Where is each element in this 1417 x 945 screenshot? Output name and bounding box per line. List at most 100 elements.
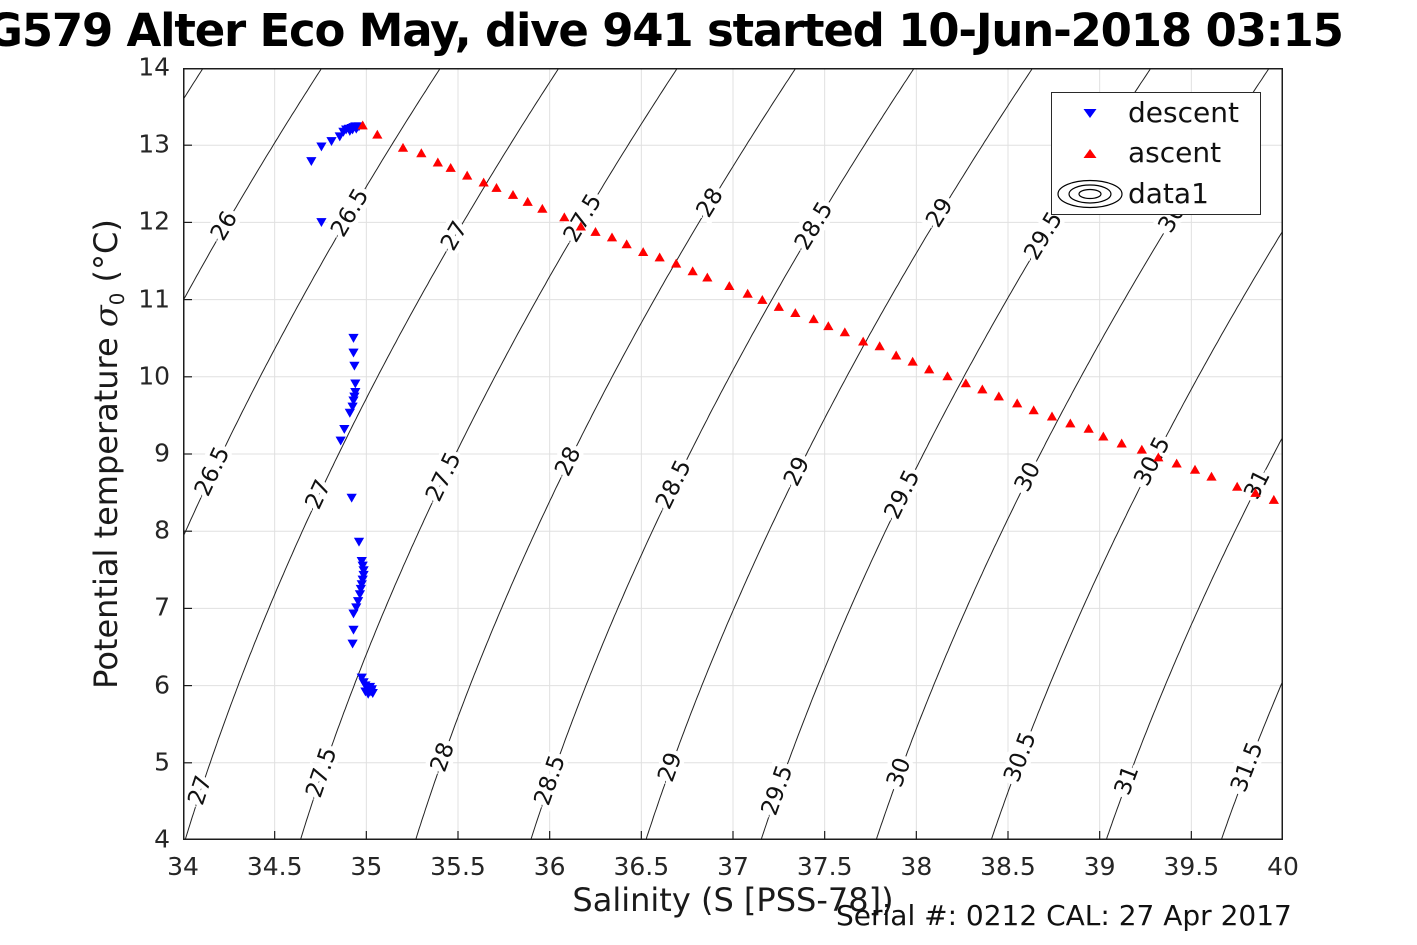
ascent-marker xyxy=(507,189,519,199)
ascent-marker xyxy=(522,196,533,206)
legend-item-descent: descent xyxy=(1052,93,1260,133)
descent-marker xyxy=(357,575,368,585)
x-tick-label: 36.5 xyxy=(613,852,670,881)
y-tick-label: 12 xyxy=(138,206,170,236)
contour-label: 28 xyxy=(550,443,586,481)
ascent-marker xyxy=(1046,411,1058,421)
ascent-marker xyxy=(372,129,383,139)
descent-marker xyxy=(355,584,366,594)
ascent-marker xyxy=(671,258,682,268)
legend-label-descent: descent xyxy=(1128,96,1239,130)
descent-marker xyxy=(346,493,357,503)
ascent-marker xyxy=(1268,494,1279,504)
x-tick-label: 38 xyxy=(900,852,933,881)
ascent-marker xyxy=(1012,398,1023,408)
x-tick-label: 40 xyxy=(1267,852,1299,881)
contour-label: 26.5 xyxy=(326,184,374,241)
ascent-marker xyxy=(1065,418,1076,428)
ascent-marker xyxy=(858,336,869,346)
descent-marker xyxy=(350,387,361,397)
legend-item-ascent: ascent xyxy=(1052,133,1260,173)
ascent-marker xyxy=(1136,444,1147,454)
x-tick-label: 35 xyxy=(350,852,383,881)
ascent-marker xyxy=(397,142,409,152)
ascent-marker xyxy=(942,371,953,381)
y-tick-label: 11 xyxy=(138,283,170,313)
contour-label: 28.5 xyxy=(651,456,697,513)
ascent-marker xyxy=(907,356,918,366)
y-axis-label-text: Potential temperature xyxy=(86,327,125,689)
ascent-marker xyxy=(742,288,753,298)
ascent-marker xyxy=(1153,452,1164,462)
descent-marker xyxy=(347,402,358,412)
contour-label: 31.5 xyxy=(1226,739,1269,796)
x-tick-label: 34 xyxy=(167,852,199,881)
y-tick-label: 6 xyxy=(154,669,170,699)
contour-label: 29.5 xyxy=(1019,207,1068,264)
ascent-marker xyxy=(839,327,850,337)
ascent-marker xyxy=(960,378,971,388)
contour-label: 31 xyxy=(1239,466,1275,504)
ascent-marker xyxy=(462,170,473,180)
ascent-marker xyxy=(993,391,1004,401)
sigma-symbol: σ xyxy=(86,305,125,328)
contour-label: 29 xyxy=(779,453,815,491)
descent-marker xyxy=(352,597,364,607)
ascent-marker xyxy=(924,364,935,374)
descent-marker xyxy=(349,361,360,371)
descent-marker xyxy=(353,537,365,547)
contour-rings-icon xyxy=(1052,178,1128,210)
ascent-marker xyxy=(790,308,801,317)
x-tick-label: 39 xyxy=(1083,852,1116,881)
descent-marker xyxy=(356,580,367,590)
ascent-triangle-up-icon xyxy=(1052,138,1128,168)
chart-title: G579 Alter Eco May, dive 941 started 10-… xyxy=(0,4,1344,57)
ascent-marker xyxy=(1098,431,1109,441)
y-axis-label-units: (°C) xyxy=(86,219,125,293)
contour-label: 27 xyxy=(301,476,337,514)
x-tick-label: 37.5 xyxy=(796,852,853,881)
descent-marker xyxy=(358,570,369,580)
ascent-marker xyxy=(1028,405,1039,415)
serial-cal-annotation: Serial #: 0212 CAL: 27 Apr 2017 xyxy=(836,899,1292,932)
descent-marker xyxy=(316,142,327,152)
descent-marker xyxy=(334,132,345,142)
contour-label: 28.5 xyxy=(790,197,839,254)
ascent-marker xyxy=(874,341,885,351)
descent-marker xyxy=(348,348,359,358)
contour-label: 27.5 xyxy=(421,448,467,505)
ascent-marker xyxy=(757,294,768,304)
contour-label: 30.5 xyxy=(999,729,1041,786)
sigma-subscript: 0 xyxy=(106,292,130,306)
contour-label: 30 xyxy=(1010,458,1046,496)
descent-marker xyxy=(347,639,358,649)
ascent-marker xyxy=(1189,464,1201,474)
ascent-marker xyxy=(724,281,735,290)
ascent-marker xyxy=(773,301,784,311)
x-tick-label: 37 xyxy=(717,852,749,881)
descent-marker xyxy=(339,425,350,434)
ascent-marker xyxy=(1232,481,1243,491)
x-axis-label: Salinity (S [PSS-78]) xyxy=(572,881,894,919)
ascent-marker xyxy=(416,148,427,158)
descent-triangle-down-icon xyxy=(1052,98,1128,128)
descent-marker xyxy=(356,557,367,566)
descent-marker xyxy=(366,685,377,695)
ascent-marker xyxy=(621,239,632,249)
contour-label: 29 xyxy=(921,194,958,233)
ascent-marker xyxy=(1116,438,1127,448)
ascent-marker xyxy=(491,183,502,192)
y-tick-label: 8 xyxy=(154,515,170,545)
y-tick-label: 7 xyxy=(154,592,170,622)
descent-marker xyxy=(350,379,361,389)
ascent-marker xyxy=(445,162,456,172)
descent-marker xyxy=(360,687,371,697)
legend-item-data1: data1 xyxy=(1052,174,1260,214)
contour-label: 31 xyxy=(1110,762,1145,799)
descent-marker xyxy=(344,127,355,136)
ascent-marker xyxy=(1250,487,1261,497)
descent-marker xyxy=(348,625,359,635)
contour-label: 28 xyxy=(691,184,728,223)
y-tick-label: 10 xyxy=(138,361,170,391)
ascent-marker xyxy=(702,272,713,282)
